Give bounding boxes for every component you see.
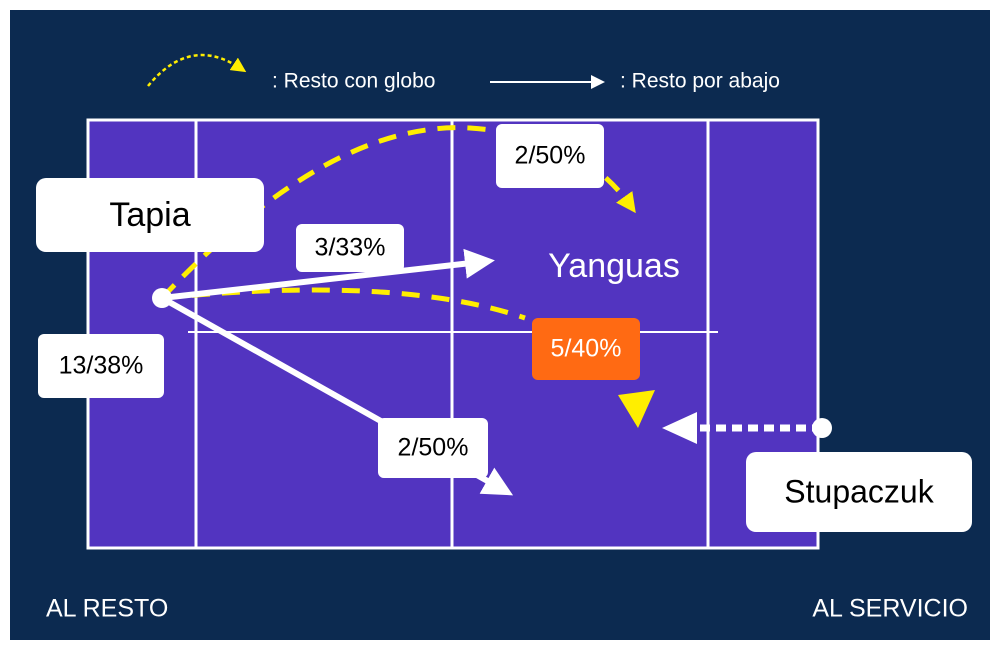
stat-box (296, 224, 404, 272)
stat-box (496, 124, 604, 188)
stat: 3/33% (315, 234, 386, 262)
low-cross (161, 248, 495, 301)
lob-middle-head (618, 390, 655, 428)
labels: Tapia 3/33% 2/50% Yanguas 5/40% 13/38% 2… (36, 124, 972, 623)
stat-box (38, 334, 164, 398)
serve-head (662, 412, 697, 444)
stat: 5/40% (551, 335, 622, 363)
footer-right: AL SERVICIO (812, 595, 968, 623)
legend-lob: : Resto con globo (272, 70, 435, 93)
stat-box-highlight (532, 318, 640, 380)
returner-box (36, 178, 264, 252)
net-player: Yanguas (548, 247, 680, 285)
server-name: Stupaczuk (784, 473, 934, 509)
serve-point (812, 418, 832, 438)
legend-low: : Resto por abajo (620, 70, 780, 93)
footer-left: AL RESTO (46, 595, 168, 623)
stat: 2/50% (398, 434, 469, 462)
stat: 2/50% (515, 142, 586, 170)
stat-box (378, 418, 488, 478)
legend-lob-icon (147, 53, 247, 87)
return-point (152, 288, 172, 308)
legend: : Resto con globo : Resto por abajo (147, 53, 780, 93)
stat: 13/38% (59, 352, 144, 380)
server-box (746, 452, 972, 532)
returner-name: Tapia (109, 196, 190, 234)
